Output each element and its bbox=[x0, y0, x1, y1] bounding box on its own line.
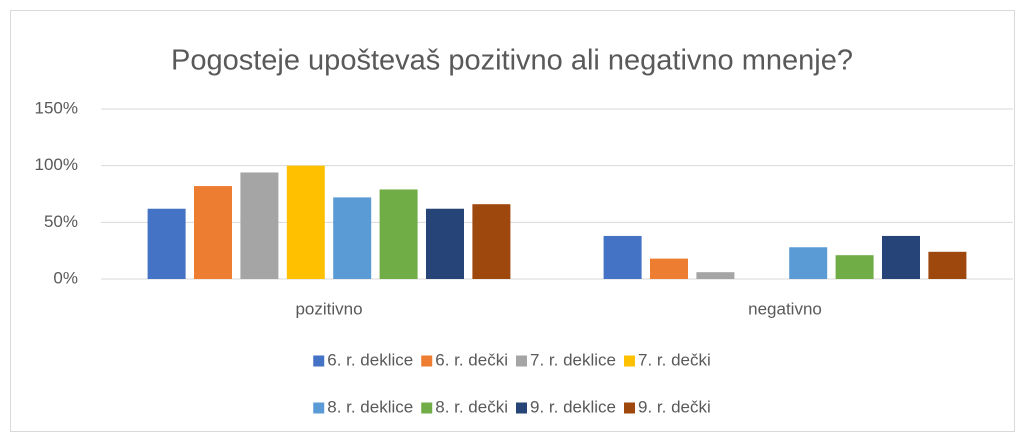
bar bbox=[333, 197, 372, 279]
bar bbox=[789, 247, 828, 279]
bar bbox=[426, 208, 464, 279]
x-tick-label: negativno bbox=[748, 299, 822, 318]
legend-swatch bbox=[516, 402, 527, 414]
bar bbox=[194, 186, 232, 279]
legend-label: 9. r. deklice bbox=[530, 397, 616, 416]
legend-swatch bbox=[313, 402, 325, 414]
legend-label: 6. r. deklice bbox=[327, 350, 413, 369]
bar bbox=[147, 208, 186, 279]
chart-title: Pogosteje upoštevaš pozitivno ali negati… bbox=[171, 45, 853, 77]
legend-label: 9. r. dečki bbox=[638, 397, 711, 416]
y-tick-label: 100% bbox=[35, 155, 78, 174]
bar bbox=[928, 251, 967, 279]
y-tick-label: 150% bbox=[35, 98, 78, 117]
bar bbox=[835, 255, 874, 279]
legend-swatch bbox=[421, 402, 433, 414]
bar bbox=[286, 165, 325, 279]
bar bbox=[882, 235, 920, 279]
x-tick-label: pozitivno bbox=[295, 299, 362, 318]
legend-label: 8. r. deklice bbox=[327, 397, 413, 416]
bar bbox=[240, 172, 279, 279]
legend-swatch bbox=[624, 355, 635, 367]
bar bbox=[603, 235, 642, 279]
legend-swatch bbox=[516, 355, 527, 367]
legend-swatch bbox=[421, 355, 433, 367]
y-tick-label: 0% bbox=[53, 268, 78, 287]
bar bbox=[472, 204, 511, 279]
y-tick-label: 50% bbox=[44, 212, 78, 231]
legend-label: 6. r. dečki bbox=[435, 350, 508, 369]
legend-label: 7. r. dečki bbox=[638, 350, 711, 369]
legend-label: 7. r. deklice bbox=[530, 350, 616, 369]
legend-swatch bbox=[313, 355, 325, 367]
bar bbox=[696, 272, 735, 279]
legend-swatch bbox=[624, 402, 635, 414]
bar bbox=[379, 189, 418, 279]
legend-label: 8. r. dečki bbox=[435, 397, 508, 416]
bar bbox=[650, 258, 688, 279]
